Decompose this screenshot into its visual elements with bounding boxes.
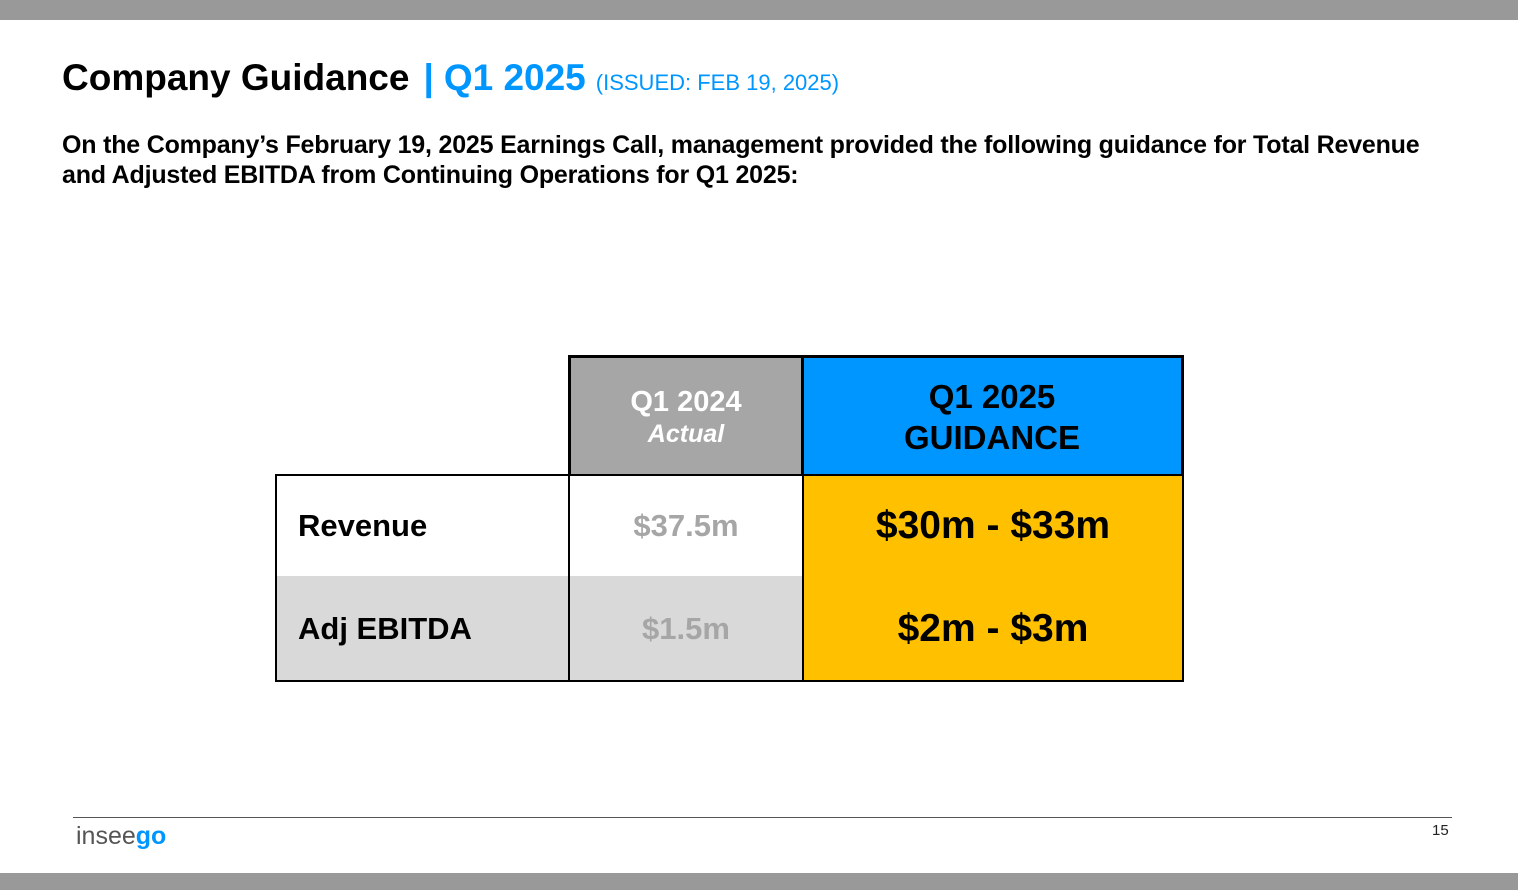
header-q1-2025-guidance: Q1 2025 GUIDANCE — [803, 356, 1183, 475]
header-actual-period: Q1 2024 — [630, 385, 742, 418]
table-header-right-border — [1182, 355, 1184, 475]
header-q1-2024-actual: Q1 2024 Actual — [569, 356, 803, 475]
page-subtitle: On the Company’s February 19, 2025 Earni… — [62, 131, 1420, 189]
row-label-adj-ebitda: Adj EBITDA — [276, 576, 569, 681]
header-guidance-period: Q1 2025 — [928, 377, 1056, 415]
title-period: Q1 2025 — [443, 57, 586, 98]
footer-divider — [73, 817, 1452, 818]
table-divider-2 — [802, 356, 804, 682]
title-issued-date: (ISSUED: FEB 19, 2025) — [595, 70, 840, 95]
logo-text-insee: insee — [76, 822, 136, 850]
header-actual-label: Actual — [647, 419, 725, 448]
page-title: Company Guidance | Q1 2025 (ISSUED: FEB 19,… — [62, 52, 839, 109]
title-main: Company Guidance — [62, 57, 410, 98]
logo-text-go: go — [135, 822, 167, 850]
header-guidance-label: GUIDANCE — [903, 418, 1080, 456]
adj-ebitda-guidance-value: $2m - $3m — [803, 576, 1183, 681]
bottom-frame-bar — [0, 873, 1518, 890]
revenue-actual-value: $37.5m — [569, 475, 803, 576]
top-frame-bar — [0, 0, 1518, 20]
title-separator: | — [423, 57, 434, 98]
revenue-guidance-value: $30m - $33m — [803, 475, 1183, 576]
inseego-logo: inseego — [76, 821, 166, 851]
adj-ebitda-actual-value: $1.5m — [569, 576, 803, 681]
page-number: 15 — [1432, 822, 1449, 839]
table-divider-1 — [568, 356, 570, 682]
row-label-revenue: Revenue — [276, 475, 569, 576]
table-header-top-border — [568, 355, 1184, 357]
